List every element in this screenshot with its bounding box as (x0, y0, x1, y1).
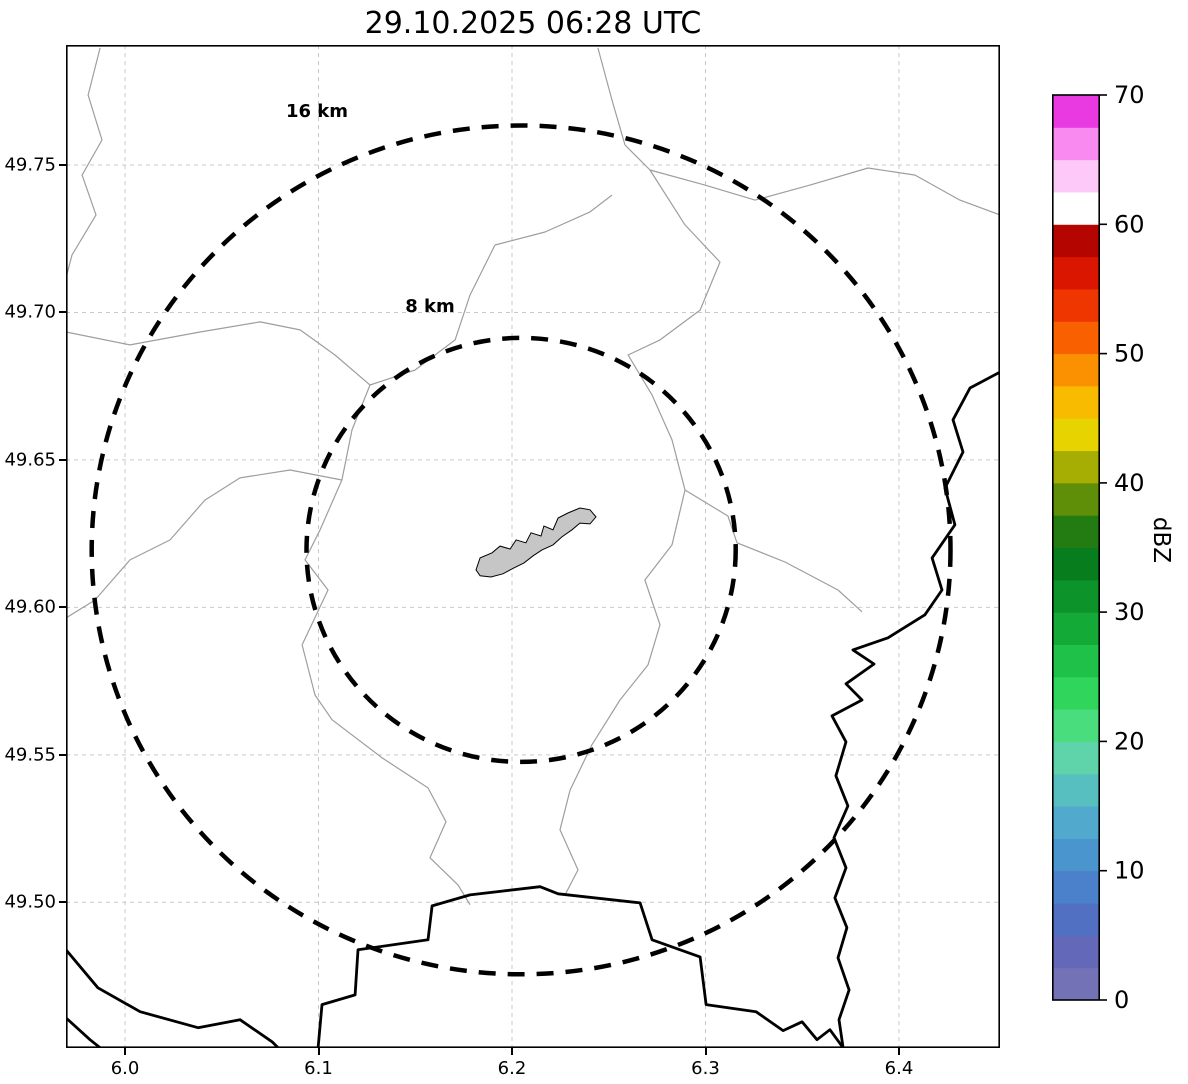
y-tick-mark (59, 311, 66, 314)
colorbar-tick-label: 50 (1114, 340, 1145, 368)
range-ring-label: 8 km (405, 296, 455, 317)
colorbar-segment (1052, 903, 1100, 936)
colorbar-segment (1052, 709, 1100, 742)
country-border-line (66, 948, 280, 1048)
urban-area-polygon (475, 507, 597, 578)
y-tick-mark (59, 901, 66, 904)
x-tick-label: 6.0 (110, 1058, 140, 1079)
admin-boundary-line (66, 469, 343, 619)
admin-boundary-line (66, 321, 371, 386)
y-tick-label: 49.65 (4, 449, 56, 471)
colorbar-tick-label: 20 (1114, 727, 1145, 755)
colorbar-segment (1052, 773, 1100, 807)
colorbar-tick-label: 40 (1114, 469, 1145, 497)
x-tick-mark (897, 1048, 900, 1055)
colorbar-segment (1052, 547, 1100, 581)
colorbar-axis-label: dBZ (1148, 516, 1174, 564)
plot-title: 29.10.2025 06:28 UTC (364, 6, 702, 41)
colorbar-segment (1052, 806, 1100, 839)
country-border-line (830, 370, 1000, 1048)
x-tick-mark (511, 1048, 513, 1055)
range-ring-label: 16 km (286, 101, 348, 122)
colorbar-segment (1052, 224, 1100, 258)
x-tick-mark (317, 1048, 320, 1055)
y-tick-label: 49.75 (4, 154, 56, 176)
colorbar-tick-label: 30 (1114, 598, 1145, 626)
colorbar-segment (1052, 127, 1100, 161)
y-tick-mark (59, 606, 66, 609)
admin-boundary-line (301, 244, 496, 906)
colorbar-segment (1052, 288, 1100, 322)
colorbar-segment (1052, 935, 1100, 969)
colorbar-tick-label: 0 (1114, 986, 1129, 1014)
country-border-line (316, 885, 845, 1048)
range-ring-16km (89, 123, 953, 977)
colorbar-tick-label: 10 (1114, 857, 1145, 885)
x-tick-label: 6.4 (884, 1058, 914, 1079)
x-tick-mark (704, 1048, 707, 1055)
colorbar-tick-label: 60 (1114, 210, 1145, 238)
colorbar-segment (1052, 450, 1100, 484)
plot-frame (66, 45, 1000, 1048)
colorbar-segment (1052, 191, 1100, 225)
colorbar-segment (1052, 967, 1100, 1001)
y-tick-label: 49.50 (4, 891, 56, 913)
admin-boundary-line (494, 194, 613, 246)
colorbar-segment (1052, 385, 1100, 419)
colorbar-tick-label: 70 (1114, 81, 1145, 109)
range-ring-8km (304, 335, 738, 765)
colorbar-segment (1052, 515, 1100, 548)
admin-boundary-line (597, 47, 1000, 216)
reflectivity-colorbar: 0 10 20 30 40 50 60 70 (1052, 81, 1145, 1014)
y-tick-mark (59, 164, 66, 167)
colorbar-frame (1052, 94, 1101, 1001)
radar-map-plot: 8 km 16 km (66, 45, 1000, 1048)
y-tick-label: 49.55 (4, 744, 56, 766)
y-tick-mark (59, 458, 66, 461)
colorbar-segment (1052, 870, 1100, 904)
colorbar-segment (1052, 612, 1100, 645)
colorbar-segment (1052, 741, 1100, 775)
y-tick-mark (59, 753, 66, 756)
colorbar-segment (1052, 838, 1100, 872)
x-tick-label: 6.2 (497, 1058, 527, 1079)
country-border-line (66, 1016, 101, 1048)
colorbar-segment (1052, 418, 1100, 452)
colorbar-segment (1052, 256, 1100, 290)
x-tick-label: 6.1 (304, 1058, 333, 1079)
colorbar-segment (1052, 353, 1100, 387)
x-tick-mark (124, 1048, 127, 1055)
colorbar-segment (1052, 321, 1100, 355)
colorbar-segment (1052, 676, 1100, 710)
y-tick-label: 49.70 (4, 301, 56, 323)
colorbar-segment (1052, 95, 1100, 128)
colorbar-segment (1052, 579, 1100, 613)
y-tick-label: 49.60 (4, 596, 56, 618)
x-tick-label: 6.3 (691, 1058, 720, 1079)
admin-boundary-line (559, 169, 721, 896)
colorbar-segment (1052, 644, 1100, 678)
admin-boundary-line (684, 489, 863, 613)
admin-boundary-line (66, 47, 103, 279)
colorbar-segment (1052, 482, 1100, 516)
colorbar-segment (1052, 159, 1100, 193)
